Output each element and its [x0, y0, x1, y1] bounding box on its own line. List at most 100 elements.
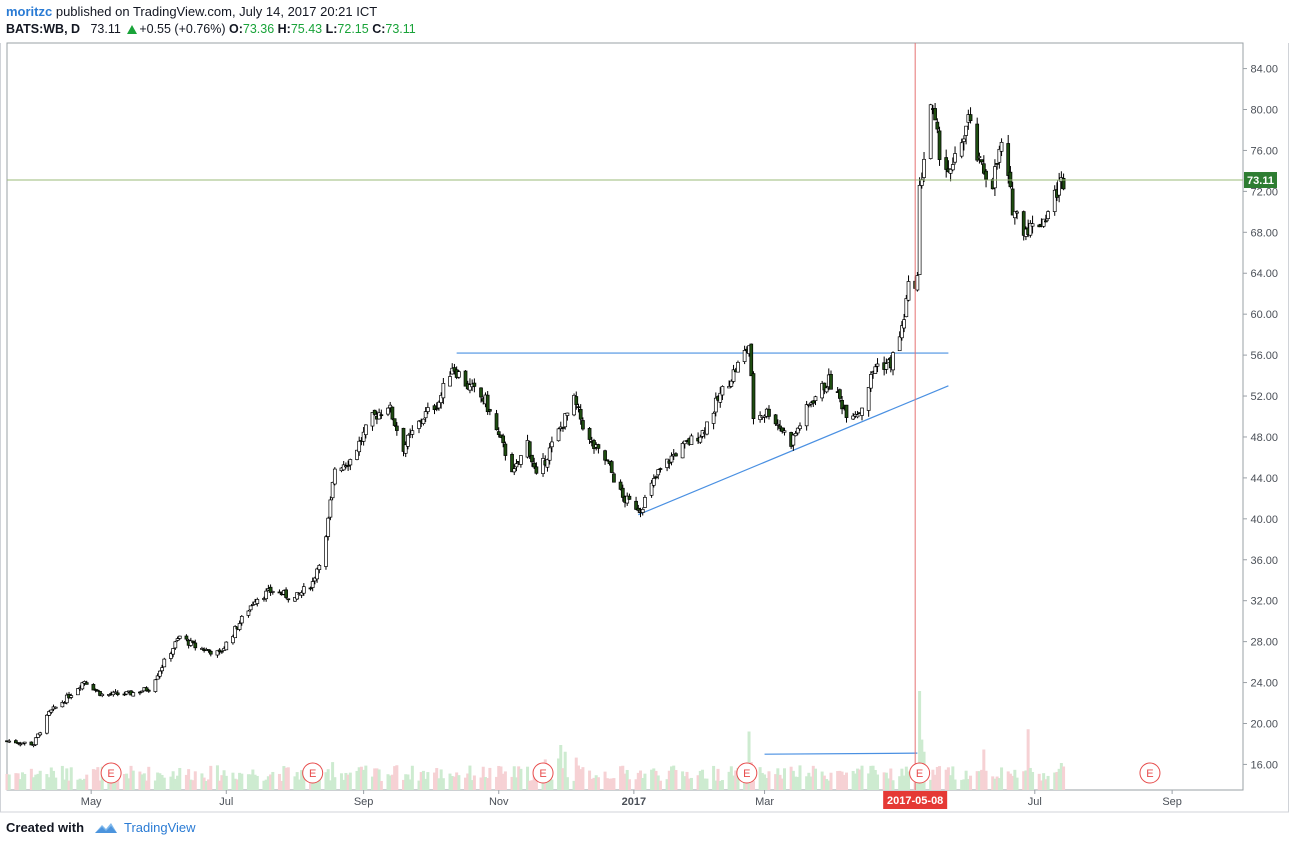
- candle-body: [113, 691, 118, 694]
- candle-body: [122, 693, 127, 696]
- candle-body: [357, 440, 362, 453]
- candle-body: [798, 425, 802, 430]
- candle-body: [434, 407, 439, 410]
- volume-bar: [960, 779, 964, 790]
- candle-body: [731, 369, 736, 382]
- candle-body: [596, 444, 601, 449]
- volume-bar: [574, 757, 578, 790]
- volume-bar: [851, 770, 855, 790]
- candle-body: [160, 667, 164, 672]
- volume-bar: [984, 770, 988, 790]
- volume-bar: [590, 778, 594, 790]
- candle-body: [869, 374, 873, 389]
- volume-bar: [176, 775, 180, 790]
- volume-bar: [949, 775, 953, 790]
- price-tick-label: 24.00: [1250, 678, 1278, 690]
- volume-bar: [433, 772, 437, 790]
- author-link[interactable]: moritzc: [6, 4, 53, 19]
- candle-body: [530, 454, 534, 463]
- close-value: 73.11: [385, 22, 416, 36]
- volume-bar: [406, 774, 410, 790]
- volume-bar: [559, 745, 563, 790]
- volume-bar: [142, 773, 146, 790]
- candle-body: [386, 407, 390, 415]
- time-tick-label: Sep: [1162, 796, 1182, 808]
- price-axis[interactable]: 16.00 20.00 24.00 28.00 32.00 36.00 40.00 44.00…: [1243, 64, 1278, 772]
- volume-bar: [501, 773, 505, 790]
- volume-bar: [408, 779, 412, 790]
- volume-bar: [902, 775, 906, 790]
- candle-body: [581, 420, 585, 430]
- volume-bar: [665, 779, 669, 790]
- candle-body: [479, 387, 483, 398]
- volume-bar: [131, 770, 135, 790]
- candle-body: [897, 336, 902, 352]
- volume-bar: [933, 774, 937, 790]
- volume-bar: [297, 779, 301, 790]
- volume-bar: [548, 776, 552, 790]
- volume-bar: [995, 776, 999, 790]
- candle-body: [1015, 211, 1019, 214]
- volume-bar: [78, 778, 82, 790]
- volume-bar: [944, 769, 948, 790]
- tradingview-link[interactable]: TradingView: [124, 820, 196, 835]
- candle-body: [1046, 211, 1050, 219]
- tradingview-logo-icon: [95, 822, 118, 833]
- time-axis[interactable]: May Jul Sep Nov 2017 Mar Jul Sep: [81, 790, 1182, 808]
- volume-bar: [579, 769, 583, 790]
- volume-bar: [1057, 768, 1061, 790]
- candle-body: [157, 670, 162, 677]
- candle-body: [1021, 211, 1026, 236]
- candle-body: [612, 473, 616, 483]
- candle-body: [651, 478, 656, 486]
- symbol-label: BATS:WB, D: [6, 22, 81, 36]
- current-price-badge: [1244, 172, 1277, 189]
- candle-body: [1030, 223, 1035, 227]
- volume-bar: [34, 774, 38, 790]
- volume-bar: [796, 776, 800, 790]
- candle-body: [193, 642, 198, 649]
- candle-body: [140, 690, 144, 693]
- candle-body: [705, 421, 709, 435]
- candle-body: [270, 591, 275, 593]
- volume-bar: [526, 766, 530, 790]
- volume-bar: [594, 775, 598, 790]
- candle-body: [968, 114, 973, 121]
- volume-bar: [667, 770, 671, 790]
- earnings-marker-icon: [532, 762, 554, 784]
- volume-bar: [1055, 771, 1059, 790]
- candle-body: [432, 405, 437, 411]
- volume-bar: [907, 771, 911, 790]
- volume-bar: [14, 773, 18, 790]
- candle-body: [49, 709, 54, 713]
- candle-body: [206, 649, 211, 652]
- candle-body: [315, 568, 319, 580]
- close-label: C:: [372, 22, 386, 36]
- volume-bar: [7, 774, 11, 790]
- low-value: 72.15: [337, 22, 369, 36]
- candle-body: [410, 430, 415, 435]
- current-price-label: 73.11: [1247, 175, 1274, 187]
- candle-body: [780, 427, 785, 432]
- volume-bar: [153, 780, 157, 790]
- candle-body: [689, 435, 694, 445]
- volume-bar: [342, 779, 346, 790]
- candle-body: [84, 682, 89, 685]
- volume-bar: [809, 776, 813, 790]
- volume-bar: [716, 768, 720, 790]
- price-change: +0.55 (+0.76%): [139, 22, 226, 36]
- candle-body: [981, 163, 986, 174]
- volume-bar: [734, 770, 738, 790]
- volume-bar: [650, 769, 654, 790]
- volume-bar: [193, 771, 197, 790]
- volume-bar: [125, 773, 129, 790]
- volume-bar: [698, 770, 702, 790]
- earnings-marker-icon: [1139, 762, 1161, 784]
- price-tick-label: 56.00: [1250, 350, 1278, 362]
- candle-body: [851, 415, 856, 420]
- volume-bar: [373, 768, 377, 790]
- price-tick-label: 32.00: [1250, 596, 1278, 608]
- candle-body: [162, 658, 167, 668]
- volume-bar: [636, 772, 640, 790]
